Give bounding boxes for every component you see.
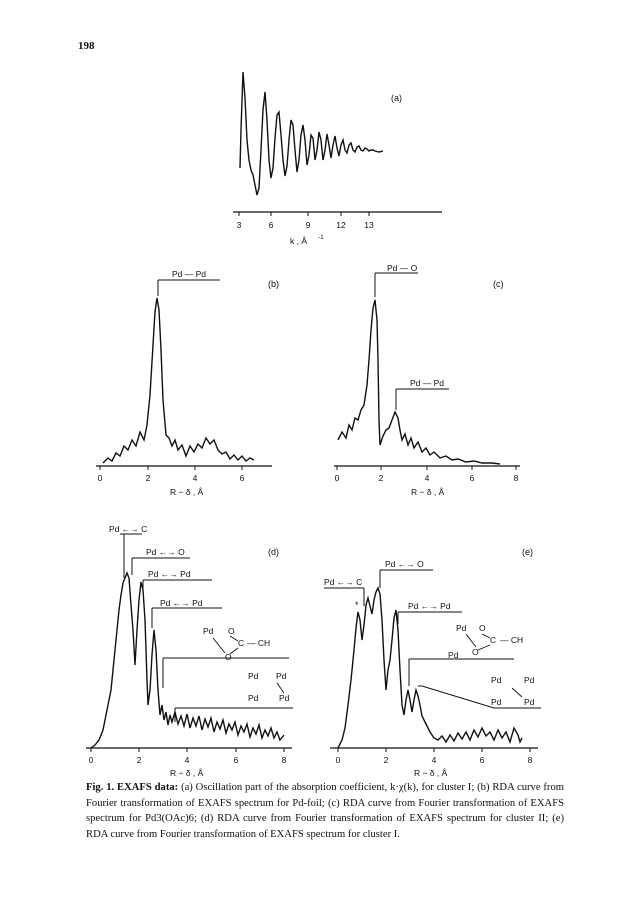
panel-d-acetate-atom: Pd (203, 626, 214, 636)
panel-d-tick-label: 0 (89, 755, 94, 765)
panel-b-peak-label: Pd — Pd (172, 269, 206, 279)
panel-e-tick-label: 8 (528, 755, 533, 765)
panel-d-peak-label: Pd ←→ O (146, 547, 185, 557)
panel-e-tick-label: 2 (384, 755, 389, 765)
panel-d-acetate-atom: C (238, 638, 244, 648)
panel-d-pd-atom: Pd (248, 693, 259, 703)
panel-c: (c) Pd — O Pd — Pd 0 2 4 6 8 R − δ , Å (334, 263, 520, 497)
panel-d-tick-label: 8 (282, 755, 287, 765)
panel-c-rda-curve (337, 299, 501, 465)
panel-d-peak-label: Pd ←→ C (109, 524, 147, 534)
panel-d: (d) Pd ←→ C Pd ←→ O Pd ←→ Pd Pd ←→ Pd Pd… (86, 524, 293, 778)
panel-a: (a) 3 6 9 12 13 k , Å -1 (233, 71, 442, 246)
exafs-figure: (a) 3 6 9 12 13 k , Å -1 (b) Pd — Pd (86, 71, 541, 778)
panel-e-label: (e) (522, 547, 533, 557)
panel-a-x-axis-unit-exponent: -1 (318, 234, 324, 241)
panel-c-tick-label: 6 (470, 473, 475, 483)
panel-e-pd-atom: Pd (491, 697, 502, 707)
panel-e-pd-atom: Pd (491, 675, 502, 685)
panel-c-peak-label: Pd — Pd (410, 378, 444, 388)
panel-e-acetate-bond (477, 644, 491, 651)
figure-caption-text: (a) Oscillation part of the absorption c… (86, 782, 564, 840)
panel-e-acetate-bond (465, 633, 477, 648)
panel-e-pd-atom: Pd (524, 675, 535, 685)
panel-e-x-axis-title: R − δ , Å (414, 768, 448, 778)
panel-c-tick-label: 4 (425, 473, 430, 483)
panel-d-tick-label: 6 (234, 755, 239, 765)
panel-b-tick-label: 6 (240, 473, 245, 483)
panel-d-peak-label: Pd ←→ Pd (148, 569, 191, 579)
panel-d-acetate-bond (229, 635, 239, 642)
figure-caption-label: Fig. 1. EXAFS data: (86, 782, 179, 793)
panel-d-tick-label: 4 (185, 755, 190, 765)
panel-c-x-axis-title: R − δ , Å (411, 487, 445, 497)
panel-d-peak-label: Pd ←→ Pd (160, 598, 203, 608)
panel-e-acetate-atom: Pd (448, 650, 459, 660)
panel-e-rda-curve (337, 586, 523, 749)
figure-caption: Fig. 1. EXAFS data: (a) Oscillation part… (86, 780, 564, 842)
panel-c-tick-label: 2 (379, 473, 384, 483)
panel-e-acetate-atom: O (479, 623, 486, 633)
panel-b-tick-label: 4 (193, 473, 198, 483)
panel-e-acetate-structure: Pd O C — CH Pd O (448, 623, 523, 660)
panel-d-acetate-atom: — CH (247, 638, 270, 648)
panel-e-pd-atom: Pd (524, 697, 535, 707)
panel-d-pd-atom: Pd (279, 693, 290, 703)
panel-d-acetate-bond (212, 637, 226, 654)
panel-b-label: (b) (268, 279, 279, 289)
panel-e-pd-pd-structure: Pd Pd Pd Pd (491, 675, 535, 707)
panel-d-acetate-atom: O (225, 652, 232, 662)
panel-e-tick-label: 6 (480, 755, 485, 765)
panel-d-acetate-structure: Pd O C — CH O (203, 626, 270, 662)
panel-e-tick-label: 4 (432, 755, 437, 765)
panel-b-tick-label: 2 (146, 473, 151, 483)
panel-d-tick-label: 2 (137, 755, 142, 765)
panel-a-tick-label: 12 (336, 220, 346, 230)
panel-a-oscillation-curve (239, 71, 384, 196)
panel-c-label: (c) (493, 279, 504, 289)
panel-e-acetate-atom: Pd (456, 623, 467, 633)
panel-a-tick-label: 13 (364, 220, 374, 230)
panel-e-peak-label: Pd ←→ O (385, 559, 424, 569)
panel-d-rda-curve (90, 571, 285, 749)
panel-d-pd-bond (276, 682, 285, 694)
panel-a-tick-label: 6 (269, 220, 274, 230)
panel-d-pd-atom: Pd (248, 671, 259, 681)
panel-e-acetate-atom: C (490, 635, 496, 645)
panel-b-rda-curve (102, 297, 255, 464)
panel-d-label: (d) (268, 547, 279, 557)
panel-e-pd-bond (511, 687, 523, 698)
panel-e-tick-label: 0 (336, 755, 341, 765)
panel-b-x-axis-title: R − δ , Å (170, 487, 204, 497)
panel-e-acetate-bond (481, 633, 491, 639)
panel-e-peak-label: Pd ←→ Pd (408, 601, 451, 611)
panel-a-tick-label: 3 (237, 220, 242, 230)
panel-e: (e) Pd ←→ O Pd ←→ C * Pd ←→ Pd Pd O C — … (324, 547, 541, 778)
panel-b: (b) Pd — Pd 0 2 4 6 R − δ , Å (96, 269, 279, 497)
panel-c-peak-label: Pd — O (387, 263, 418, 273)
panel-d-pd-atom: Pd (276, 671, 287, 681)
panel-c-tick-label: 8 (514, 473, 519, 483)
panel-d-acetate-bond (229, 647, 239, 655)
panel-d-x-axis-title: R − δ , Å (170, 768, 204, 778)
panel-e-acetate-atom: — CH (500, 635, 523, 645)
panel-e-star-marker: * (355, 600, 359, 610)
panel-e-peak-bracket (418, 685, 541, 709)
panel-a-label: (a) (391, 93, 402, 103)
panel-b-tick-label: 0 (98, 473, 103, 483)
panel-e-peak-label: Pd ←→ C (324, 577, 362, 587)
panel-d-acetate-atom: O (228, 626, 235, 636)
panel-a-x-axis-title: k , Å (290, 236, 307, 246)
panel-d-pd-pd-structure: Pd Pd Pd Pd (248, 671, 290, 703)
panel-a-tick-label: 9 (306, 220, 311, 230)
panel-e-acetate-atom: O (472, 647, 479, 657)
panel-c-tick-label: 0 (335, 473, 340, 483)
page-number: 198 (78, 40, 95, 52)
